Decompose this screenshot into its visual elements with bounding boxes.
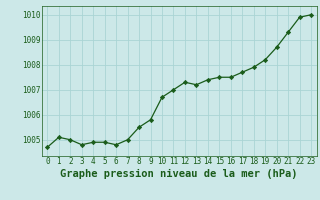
- X-axis label: Graphe pression niveau de la mer (hPa): Graphe pression niveau de la mer (hPa): [60, 169, 298, 179]
